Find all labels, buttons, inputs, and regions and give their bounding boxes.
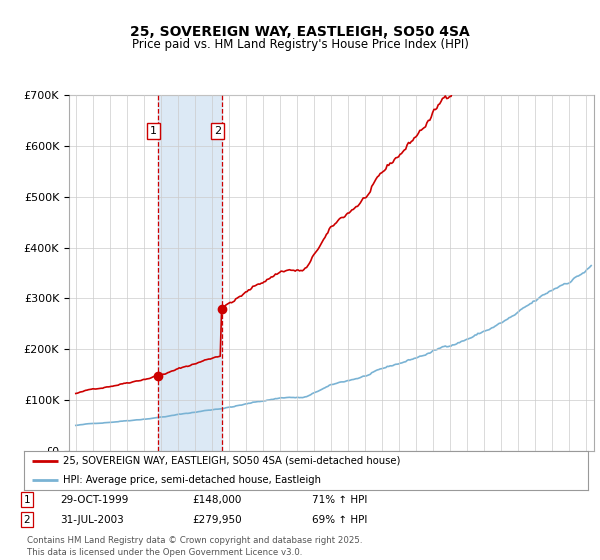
Text: 29-OCT-1999: 29-OCT-1999 — [60, 494, 128, 505]
Text: 2: 2 — [214, 126, 221, 136]
Text: 69% ↑ HPI: 69% ↑ HPI — [312, 515, 367, 525]
Text: 31-JUL-2003: 31-JUL-2003 — [60, 515, 124, 525]
Text: 2: 2 — [23, 515, 31, 525]
Text: 1: 1 — [23, 494, 31, 505]
Text: £279,950: £279,950 — [192, 515, 242, 525]
Text: 1: 1 — [150, 126, 157, 136]
Text: £148,000: £148,000 — [192, 494, 241, 505]
Text: 71% ↑ HPI: 71% ↑ HPI — [312, 494, 367, 505]
Text: Contains HM Land Registry data © Crown copyright and database right 2025.
This d: Contains HM Land Registry data © Crown c… — [27, 536, 362, 557]
Text: HPI: Average price, semi-detached house, Eastleigh: HPI: Average price, semi-detached house,… — [64, 475, 322, 485]
Bar — [158, 95, 221, 451]
Text: 25, SOVEREIGN WAY, EASTLEIGH, SO50 4SA (semi-detached house): 25, SOVEREIGN WAY, EASTLEIGH, SO50 4SA (… — [64, 456, 401, 465]
Text: Price paid vs. HM Land Registry's House Price Index (HPI): Price paid vs. HM Land Registry's House … — [131, 38, 469, 51]
Text: 25, SOVEREIGN WAY, EASTLEIGH, SO50 4SA: 25, SOVEREIGN WAY, EASTLEIGH, SO50 4SA — [130, 25, 470, 39]
